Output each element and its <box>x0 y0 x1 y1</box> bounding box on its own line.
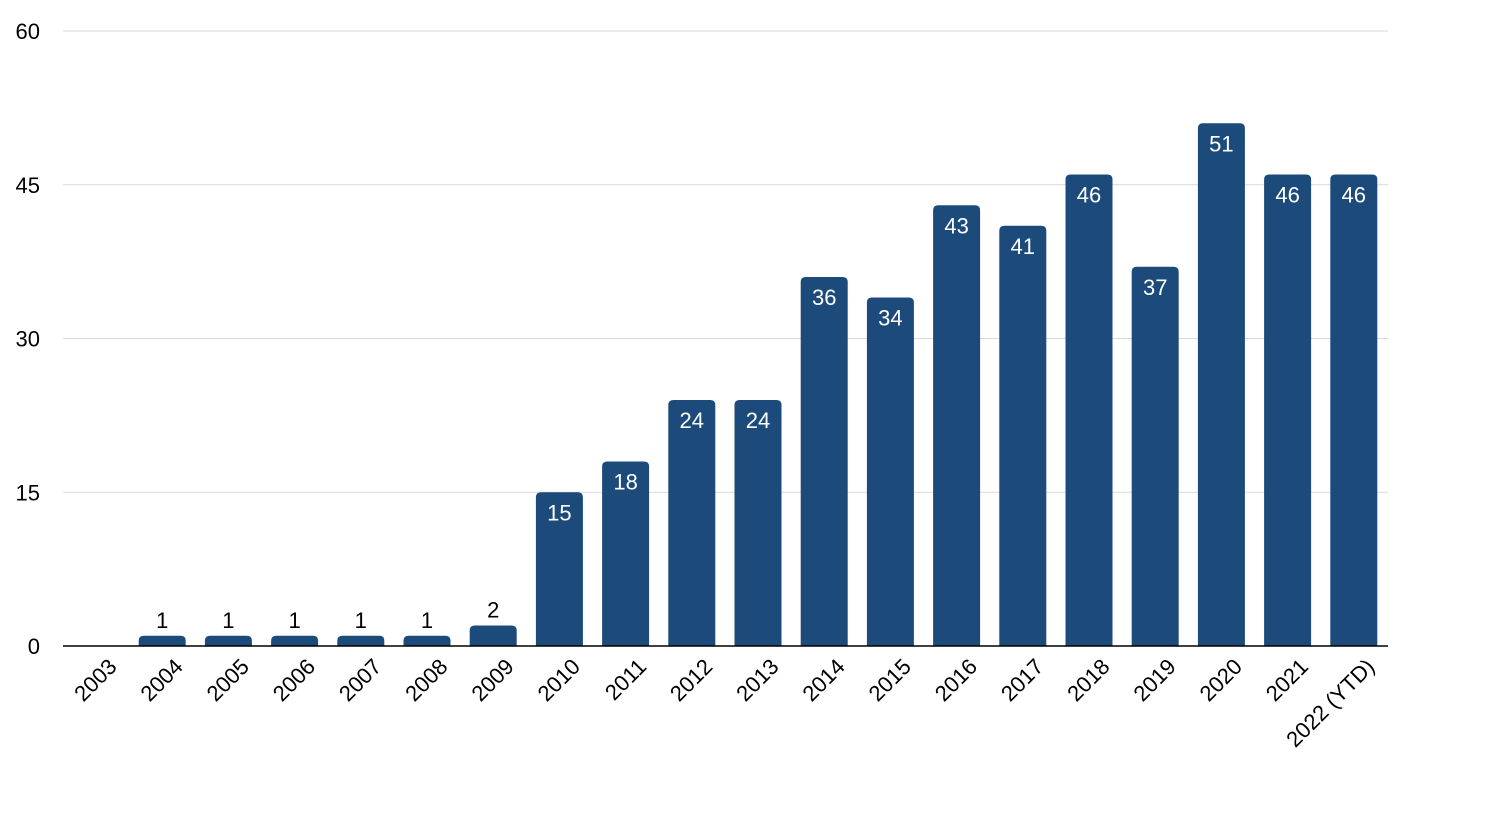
bar-2010 <box>535 492 583 646</box>
data-label-2010: 15 <box>547 500 571 525</box>
bar-2009 <box>469 625 517 646</box>
bar-2004 <box>138 635 186 646</box>
bar-2012 <box>668 400 716 646</box>
y-axis-tick-labels: 0 15 30 45 60 <box>16 19 40 659</box>
x-tick-label-2012: 2012 <box>665 654 717 706</box>
bar-2017 <box>999 225 1047 646</box>
gridlines <box>63 30 1388 493</box>
bar-2008 <box>403 635 451 646</box>
y-tick-label-45: 45 <box>16 173 40 198</box>
data-label-2006: 1 <box>288 608 300 633</box>
bar-2018 <box>1065 174 1113 646</box>
data-label-2014: 36 <box>812 285 836 310</box>
data-label-2021: 46 <box>1275 183 1299 208</box>
x-tick-label-2005: 2005 <box>202 654 254 706</box>
data-label-2013: 24 <box>746 408 770 433</box>
y-tick-label-60: 60 <box>16 19 40 44</box>
x-axis-tick-labels: 2003 2004 2005 2006 2007 2008 2009 2010 2011 2012… <box>69 654 1379 752</box>
data-label-2019: 37 <box>1143 275 1167 300</box>
data-label-2015: 34 <box>878 306 902 331</box>
bar-2020 <box>1197 123 1245 646</box>
bar-2019 <box>1131 266 1179 646</box>
x-tick-label-2007: 2007 <box>334 654 386 706</box>
data-label-2016: 43 <box>944 213 968 238</box>
x-tick-label-2019: 2019 <box>1128 654 1180 706</box>
x-tick-label-2013: 2013 <box>731 654 783 706</box>
bar-2021 <box>1264 174 1312 646</box>
bar-2014 <box>800 277 848 646</box>
data-label-2018: 46 <box>1077 183 1101 208</box>
y-tick-label-0: 0 <box>28 634 40 659</box>
bar-2013 <box>734 400 782 646</box>
data-label-2017: 41 <box>1011 234 1035 259</box>
bar-2006 <box>271 635 319 646</box>
x-tick-label-2018: 2018 <box>1062 654 1114 706</box>
bar-2007 <box>337 635 385 646</box>
data-label-2012: 24 <box>680 408 704 433</box>
x-tick-label-2017: 2017 <box>996 654 1048 706</box>
data-label-2022 (YTD): 46 <box>1342 183 1366 208</box>
data-label-2005: 1 <box>222 608 234 633</box>
bar-2022 (YTD) <box>1330 174 1378 646</box>
x-tick-label-2016: 2016 <box>930 654 982 706</box>
bar-2016 <box>933 205 981 646</box>
x-tick-label-2021: 2021 <box>1261 654 1313 706</box>
x-tick-label-2015: 2015 <box>864 654 916 706</box>
x-tick-label-2008: 2008 <box>400 654 452 706</box>
data-label-2007: 1 <box>355 608 367 633</box>
y-tick-label-15: 15 <box>16 480 40 505</box>
x-tick-label-2006: 2006 <box>268 654 320 706</box>
y-tick-label-30: 30 <box>16 327 40 352</box>
x-tick-label-2010: 2010 <box>533 654 585 706</box>
data-label-2008: 1 <box>421 608 433 633</box>
x-tick-label-2004: 2004 <box>135 654 187 706</box>
bars <box>138 123 1378 646</box>
bar-2005 <box>204 635 252 646</box>
x-tick-label-2003: 2003 <box>69 654 121 706</box>
data-label-2004: 1 <box>156 608 168 633</box>
bar-2015 <box>866 297 914 646</box>
data-label-2011: 18 <box>613 470 637 495</box>
x-tick-label-2014: 2014 <box>797 654 849 706</box>
data-label-2020: 51 <box>1209 131 1233 156</box>
x-tick-label-2009: 2009 <box>466 654 518 706</box>
x-tick-label-2011: 2011 <box>600 654 651 705</box>
bar-2011 <box>602 461 650 646</box>
data-label-2009: 2 <box>487 598 499 623</box>
x-tick-label-2020: 2020 <box>1195 654 1247 706</box>
